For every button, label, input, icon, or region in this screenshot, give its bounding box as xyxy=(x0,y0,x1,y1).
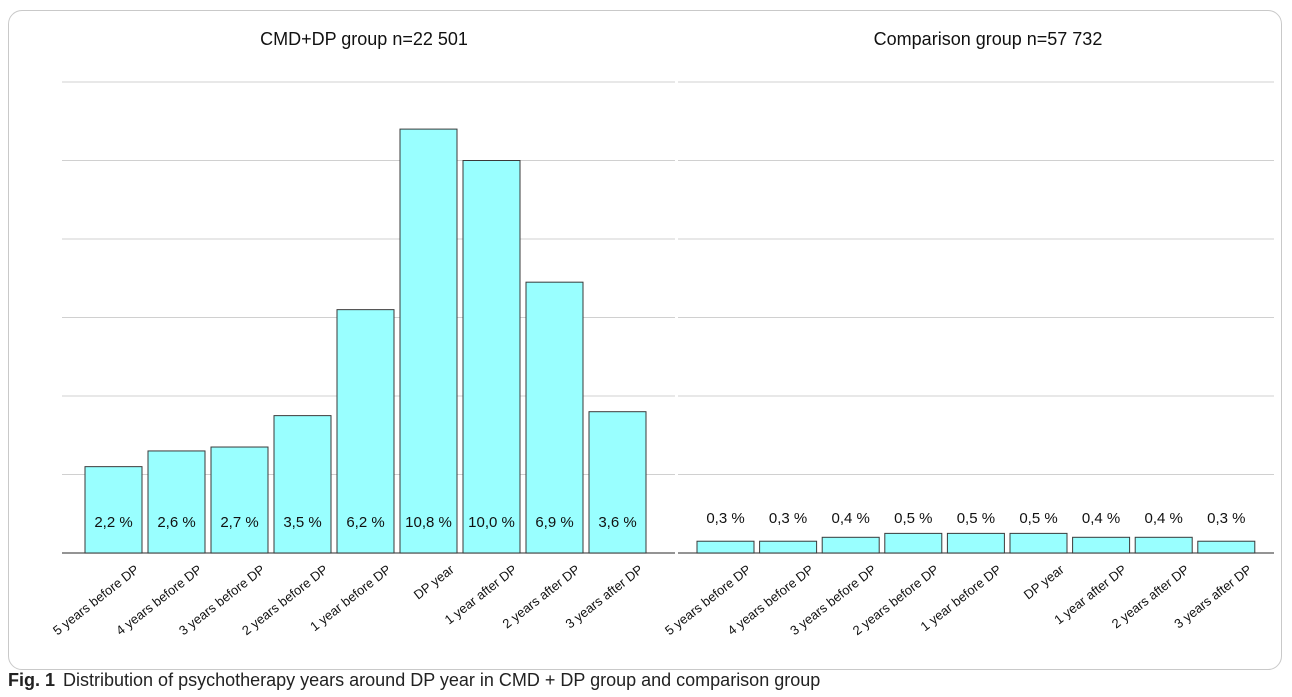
data-label: 0,5 % xyxy=(1019,510,1057,527)
data-label: 2,6 % xyxy=(157,514,195,531)
data-label: 0,3 % xyxy=(769,510,807,527)
data-label: 10,8 % xyxy=(405,514,452,531)
data-label: 0,4 % xyxy=(1082,510,1120,527)
bar xyxy=(1009,532,1068,554)
bar xyxy=(1197,540,1256,554)
bar xyxy=(462,160,521,554)
caption-text: Distribution of psychotherapy years arou… xyxy=(63,670,821,690)
bar xyxy=(759,540,818,554)
x-tick-label: DP year xyxy=(1021,561,1068,602)
data-label: 6,2 % xyxy=(346,514,384,531)
data-label: 6,9 % xyxy=(535,514,573,531)
chart-title: Comparison group n=57 732 xyxy=(874,29,1103,49)
data-label: 0,3 % xyxy=(706,510,744,527)
bar xyxy=(273,415,332,554)
figure-frame xyxy=(8,10,1282,670)
data-label: 0,5 % xyxy=(957,510,995,527)
chart-title: CMD+DP group n=22 501 xyxy=(260,29,468,49)
bar xyxy=(588,411,647,554)
bar xyxy=(884,532,943,554)
data-label: 0,4 % xyxy=(832,510,870,527)
data-label: 0,3 % xyxy=(1207,510,1245,527)
bar xyxy=(821,536,880,554)
bar xyxy=(946,532,1005,554)
bar xyxy=(147,450,206,554)
data-label: 2,2 % xyxy=(94,514,132,531)
figure-caption: Fig. 1 Distribution of psychotherapy year… xyxy=(8,670,820,691)
bar xyxy=(399,128,458,554)
data-label: 10,0 % xyxy=(468,514,515,531)
bar xyxy=(525,281,584,554)
bar xyxy=(336,309,395,554)
data-label: 0,4 % xyxy=(1145,510,1183,527)
data-label: 2,7 % xyxy=(220,514,258,531)
bar xyxy=(696,540,755,554)
bar xyxy=(84,466,143,554)
data-label: 0,5 % xyxy=(894,510,932,527)
data-label: 3,5 % xyxy=(283,514,321,531)
caption-label: Fig. 1 xyxy=(8,670,56,690)
bar xyxy=(210,446,269,554)
bar xyxy=(1072,536,1131,554)
data-label: 3,6 % xyxy=(598,514,636,531)
x-tick-label: DP year xyxy=(411,561,458,602)
bar xyxy=(1134,536,1193,554)
